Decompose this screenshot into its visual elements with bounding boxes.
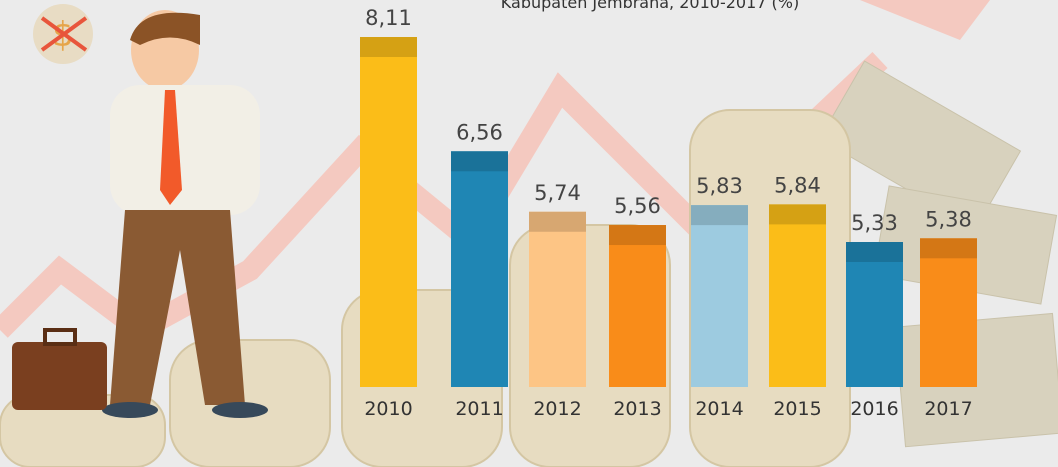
x-tick-label: 2011 xyxy=(455,398,503,420)
value-label: 5,84 xyxy=(774,173,821,197)
bar xyxy=(846,242,903,387)
bar xyxy=(529,211,586,387)
bar-cap xyxy=(451,151,508,172)
arrow-head xyxy=(860,0,990,40)
value-label: 5,74 xyxy=(534,181,581,205)
x-tick-label: 2016 xyxy=(850,398,898,420)
x-tick-label: 2017 xyxy=(924,398,972,420)
bar xyxy=(360,37,417,387)
x-tick-label: 2015 xyxy=(773,398,821,420)
value-label: 5,56 xyxy=(614,194,661,218)
value-label: 5,33 xyxy=(851,211,898,235)
value-label: 6,56 xyxy=(456,120,503,144)
bar-cap xyxy=(920,238,977,259)
x-tick-label: 2012 xyxy=(533,398,581,420)
bar-cap xyxy=(609,225,666,246)
bar-cap xyxy=(529,211,586,232)
value-label: 5,83 xyxy=(696,174,743,198)
bar-cap xyxy=(360,37,417,57)
bar xyxy=(920,238,977,387)
x-tick-label: 2014 xyxy=(695,398,743,420)
bar xyxy=(609,225,666,387)
bar-cap xyxy=(846,242,903,262)
bar-cap xyxy=(691,205,748,226)
bar xyxy=(451,151,508,387)
value-label: 8,11 xyxy=(365,6,412,30)
chart-title: Kabupaten Jembrana, 2010-2017 (%) xyxy=(501,0,799,12)
bar xyxy=(691,205,748,387)
bar xyxy=(769,204,826,387)
x-tick-label: 2013 xyxy=(613,398,661,420)
bar-cap xyxy=(769,204,826,225)
person: $ xyxy=(12,4,268,418)
value-label: 5,38 xyxy=(925,207,972,231)
x-tick-label: 2010 xyxy=(364,398,412,420)
